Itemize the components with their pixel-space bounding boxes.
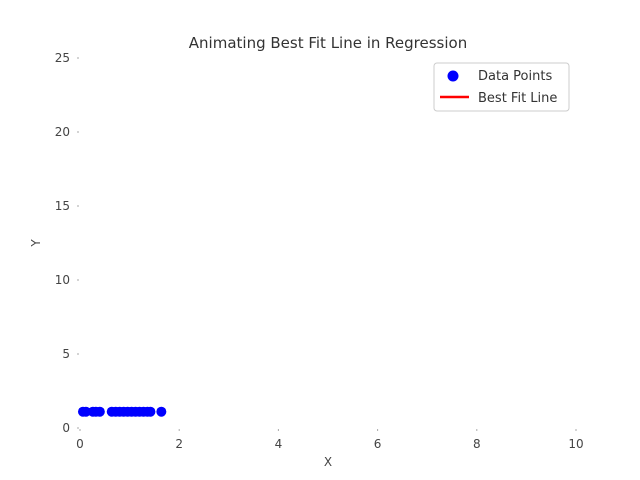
- legend-label-data-points: Data Points: [478, 69, 552, 84]
- x-tick-label: 4: [275, 437, 283, 451]
- data-point: [80, 406, 91, 417]
- x-tick-label: 0: [76, 437, 84, 451]
- x-tick-label: 6: [374, 437, 382, 451]
- x-tick-label: 2: [175, 437, 183, 451]
- data-points-series: [77, 406, 167, 417]
- legend-marker-data-points: [447, 70, 459, 82]
- plot-area: [77, 406, 167, 417]
- chart-title: Animating Best Fit Line in Regression: [189, 34, 467, 52]
- y-axis-label: Y: [29, 239, 43, 248]
- y-tick-label: 10: [55, 273, 70, 287]
- y-tick-label: 25: [55, 51, 70, 65]
- y-tick-label: 20: [55, 125, 70, 139]
- data-point: [156, 406, 167, 417]
- legend-label-best-fit-line: Best Fit Line: [478, 91, 557, 106]
- data-point: [145, 406, 156, 417]
- data-point: [94, 406, 105, 417]
- x-tick-label: 8: [473, 437, 481, 451]
- x-axis-label: X: [324, 455, 332, 469]
- y-tick-label: 5: [62, 347, 70, 361]
- x-tick-label: 10: [568, 437, 583, 451]
- x-axis: 0 2 4 6 8 10: [76, 429, 584, 451]
- legend-box: [433, 62, 570, 112]
- y-axis: 0 5 10 15 20 25: [55, 51, 79, 435]
- y-tick-label: 0: [62, 421, 70, 435]
- y-tick-label: 15: [55, 199, 70, 213]
- legend: Data Points Best Fit Line: [433, 62, 570, 112]
